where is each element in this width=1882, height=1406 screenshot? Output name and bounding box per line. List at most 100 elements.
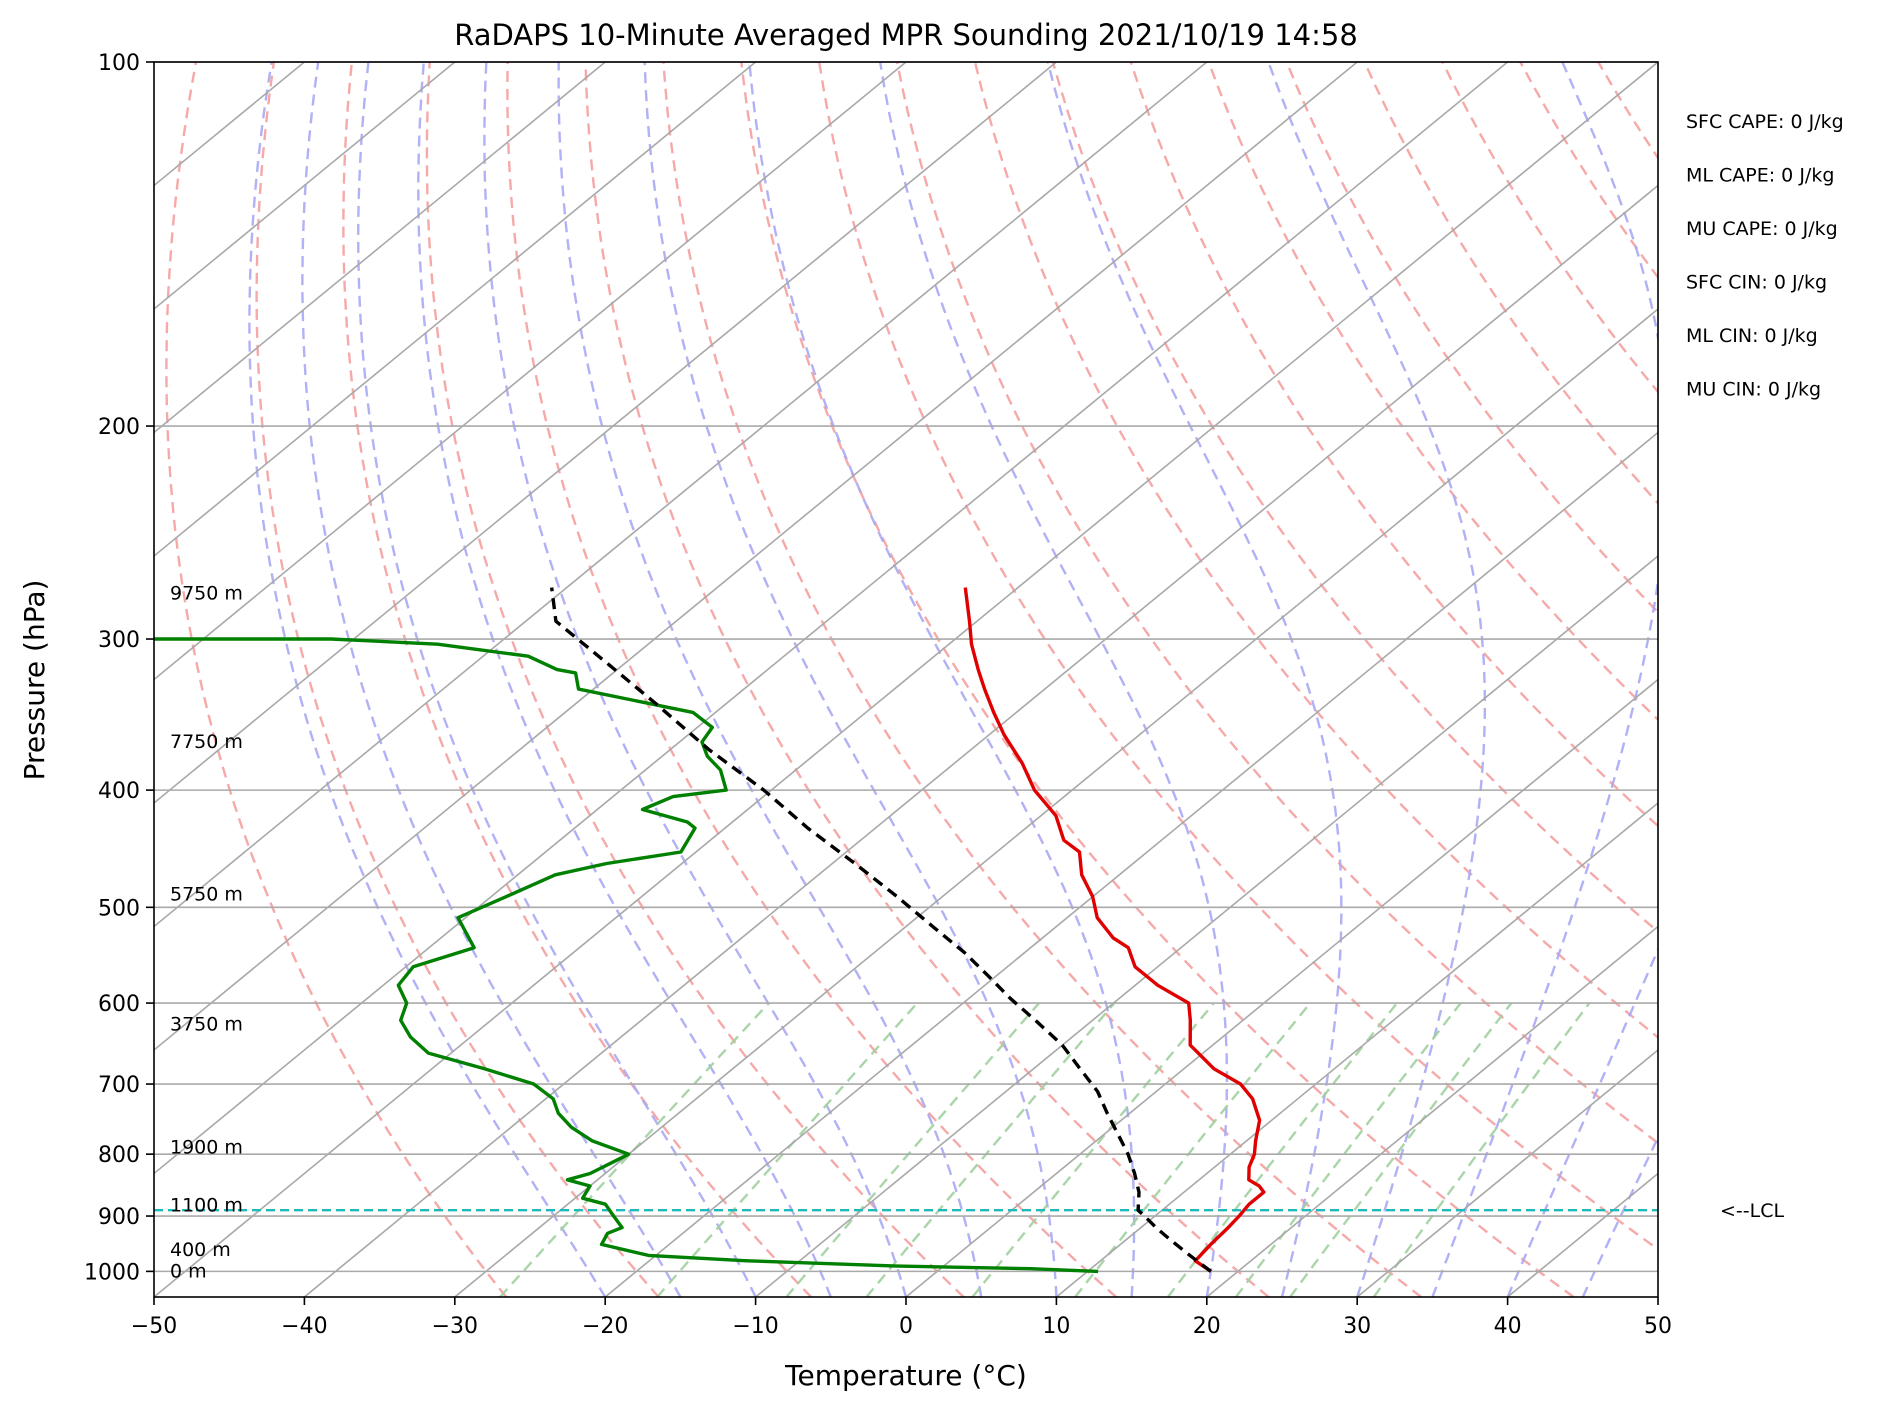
- mixing-ratio-line: [1289, 1002, 1513, 1297]
- height-label: 1900 m: [170, 1137, 243, 1159]
- y-tick-label: 100: [98, 51, 140, 76]
- moist-adiabat: [878, 62, 1229, 1297]
- mixing-ratio-line: [1074, 1002, 1312, 1297]
- x-tick-label: −10: [732, 1314, 778, 1339]
- y-tick-label: 800: [98, 1143, 140, 1168]
- stability-index: SFC CAPE: 0 J/kg: [1686, 111, 1844, 133]
- isotherm: [1055, 801, 1658, 1297]
- moist-adiabat: [301, 62, 682, 1297]
- isotherm: [154, 62, 1057, 805]
- dry-adiabat: [740, 62, 1575, 1297]
- isotherm: [1206, 925, 1658, 1297]
- x-tick-label: 40: [1494, 1314, 1522, 1339]
- dry-adiabat: [662, 62, 1422, 1297]
- dry-adiabat: [1754, 62, 1882, 1297]
- x-tick-label: 0: [899, 1314, 913, 1339]
- chart-title: RaDAPS 10-Minute Averaged MPR Sounding 2…: [454, 18, 1358, 52]
- isotherm: [1507, 1172, 1658, 1297]
- moist-adiabat: [248, 62, 607, 1297]
- x-tick-label: 50: [1644, 1314, 1672, 1339]
- lcl-label: <--LCL: [1720, 1200, 1784, 1222]
- dry-adiabat: [1285, 62, 1658, 614]
- mixing-ratio-line: [499, 1002, 770, 1297]
- stability-index: ML CAPE: 0 J/kg: [1686, 165, 1834, 187]
- y-tick-label: 600: [98, 992, 140, 1017]
- moist-adiabat: [557, 62, 983, 1297]
- y-axis-ticks: 100 200 300 400 500 600 700 800 900 1000: [84, 51, 154, 1285]
- moist-adiabat: [1506, 946, 1658, 1297]
- temperature-profile: [963, 587, 1266, 1273]
- height-label: 7750 m: [170, 731, 243, 753]
- y-tick-label: 900: [98, 1205, 140, 1230]
- dry-adiabat: [818, 62, 1658, 1251]
- stability-indices: SFC CAPE: 0 J/kg ML CAPE: 0 J/kg MU CAPE: …: [1686, 111, 1844, 401]
- height-label: 9750 m: [170, 582, 243, 604]
- series-group: [154, 587, 1266, 1274]
- dry-adiabat: [255, 62, 660, 1297]
- y-tick-label: 500: [98, 896, 140, 921]
- dry-adiabat: [1363, 62, 1658, 506]
- x-axis-label: Temperature (°C): [784, 1359, 1027, 1392]
- moist-adiabat: [643, 62, 1058, 1297]
- height-label: 5750 m: [170, 884, 243, 906]
- isotherm: [154, 62, 1358, 1052]
- isotherm: [154, 62, 606, 434]
- isotherm: [1356, 1048, 1658, 1297]
- moist-adiabat: [748, 62, 1136, 1297]
- y-tick-label: 200: [98, 415, 140, 440]
- dry-adiabat: [584, 62, 1270, 1297]
- isotherm: [303, 184, 1658, 1297]
- height-label: 400 m: [170, 1239, 231, 1261]
- dry-adiabat: [1832, 62, 1882, 1297]
- lcl-group: <--LCL: [154, 1200, 1784, 1222]
- x-tick-label: −40: [281, 1314, 327, 1339]
- isotherm: [755, 554, 1658, 1297]
- stability-index: ML CIN: 0 J/kg: [1686, 325, 1818, 347]
- dry-adiabat: [1051, 62, 1658, 934]
- x-tick-label: 30: [1343, 1314, 1371, 1339]
- dry-adiabat: [165, 62, 508, 1297]
- mixing-ratio-line: [865, 1002, 1116, 1297]
- moist-adiabat: [1267, 62, 1487, 1297]
- moist-adiabat: [1656, 1294, 1658, 1297]
- mixing-ratio-line: [1166, 1002, 1398, 1297]
- isotherm: [454, 307, 1658, 1297]
- isotherm: [905, 678, 1658, 1297]
- moist-adiabat: [1046, 62, 1343, 1297]
- x-tick-label: 20: [1193, 1314, 1221, 1339]
- mixing-ratio-line: [1372, 1002, 1591, 1297]
- isotherm: [154, 62, 1658, 1297]
- y-tick-label: 300: [98, 628, 140, 653]
- dry-adiabat: [1129, 62, 1658, 828]
- parcel-profile: [550, 587, 1212, 1273]
- mixing-ratio-line: [656, 1002, 919, 1297]
- isotherm: [0, 62, 4, 1297]
- stability-index: SFC CIN: 0 J/kg: [1686, 272, 1827, 294]
- dry-adiabat: [1519, 62, 1658, 280]
- height-label: 0 m: [170, 1260, 207, 1282]
- mixing-ratio-line: [785, 1002, 1040, 1297]
- x-tick-label: −20: [582, 1314, 628, 1339]
- isotherm: [154, 62, 1208, 928]
- background-lines: [0, 62, 1882, 1297]
- stability-index: MU CAPE: 0 J/kg: [1686, 218, 1838, 240]
- dry-adiabat: [973, 62, 1658, 1039]
- mixing-ratio-line: [971, 1002, 1215, 1297]
- stability-index: MU CIN: 0 J/kg: [1686, 379, 1821, 401]
- x-axis-ticks: −50 −40 −30 −20 −10 0 10 20 30 40 50: [131, 1297, 1672, 1339]
- pressure-gridlines: [154, 61, 1658, 1273]
- moist-adiabat: [1581, 1134, 1658, 1297]
- isotherm: [154, 62, 757, 558]
- y-tick-label: 1000: [84, 1260, 140, 1285]
- x-tick-label: −50: [131, 1314, 177, 1339]
- mixing-ratio-line: [1235, 1002, 1462, 1297]
- x-tick-label: −30: [432, 1314, 478, 1339]
- dry-adiabat: [1676, 62, 1882, 1297]
- isotherm: [154, 62, 1509, 1175]
- dewpoint-profile: [154, 637, 1099, 1274]
- y-tick-label: 700: [98, 1073, 140, 1098]
- x-tick-label: 10: [1042, 1314, 1070, 1339]
- y-tick-label: 400: [98, 779, 140, 804]
- y-axis-label: Pressure (hPa): [18, 580, 51, 781]
- height-labels: 9750 m 7750 m 5750 m 3750 m 1900 m 1100 m 400 …: [170, 582, 243, 1282]
